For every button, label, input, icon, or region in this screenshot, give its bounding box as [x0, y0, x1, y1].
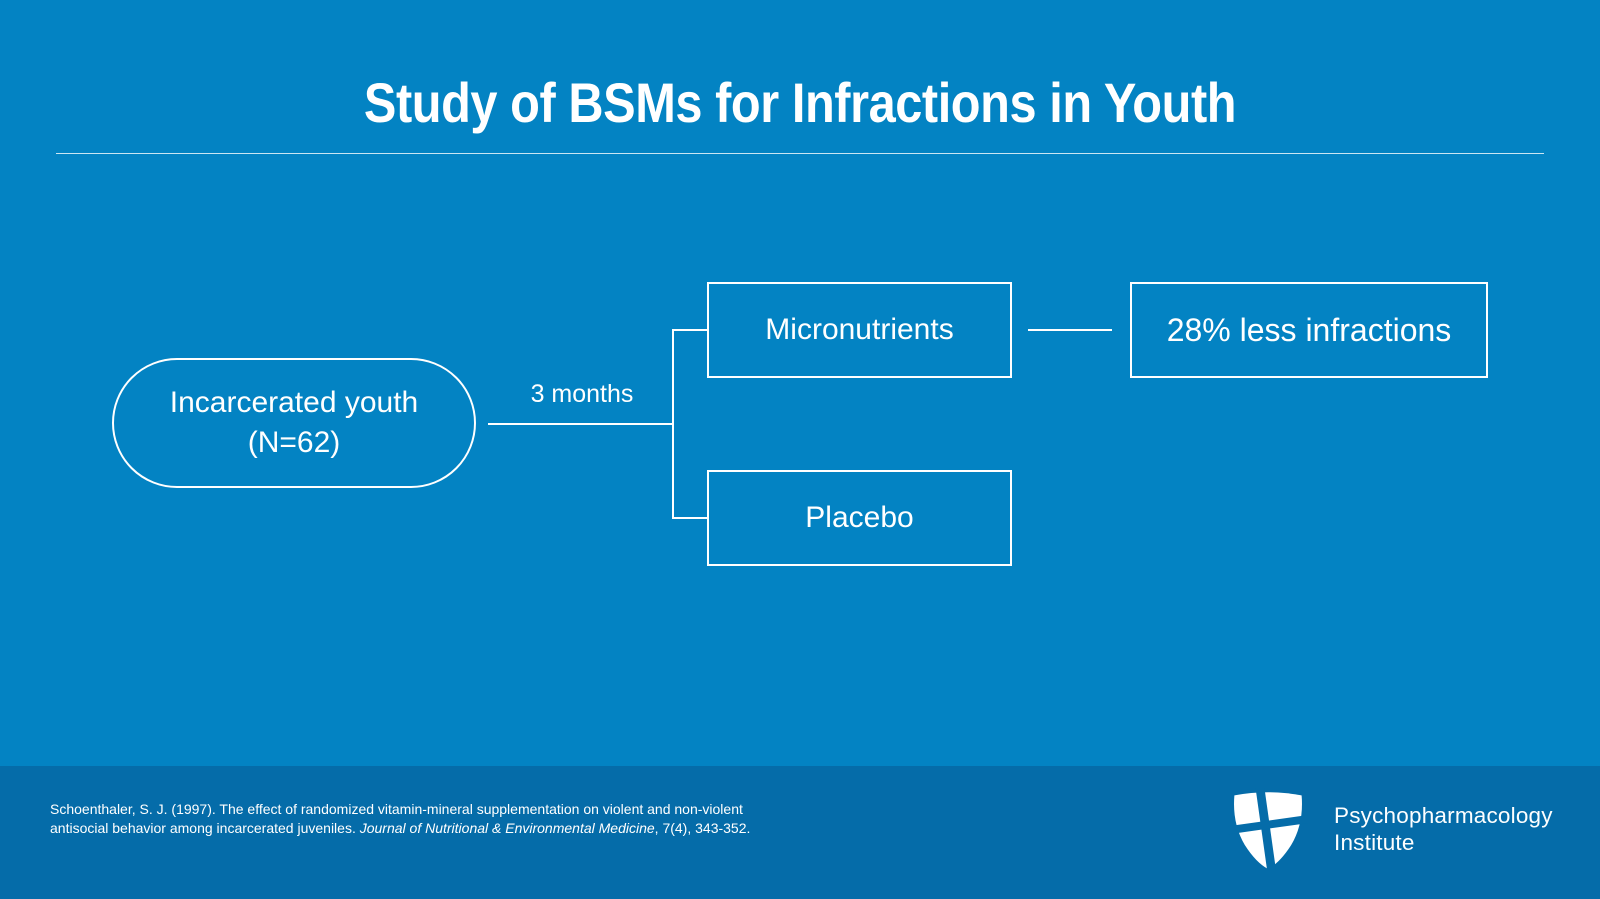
duration-label: 3 months [530, 380, 634, 408]
population-line2: (N=62) [247, 426, 341, 459]
logo-name-line1: Psychopharmacology [1334, 803, 1553, 828]
shield-cross-icon [1228, 788, 1308, 870]
citation-line1: Schoenthaler, S. J. (1997). The effect o… [50, 801, 743, 817]
connector-main-line [488, 423, 674, 425]
citation-line2-pre: antisocial behavior among incarcerated j… [50, 819, 360, 836]
citation-line2: antisocial behavior among incarcerated j… [50, 819, 750, 838]
logo: Psychopharmacology Institute [1228, 788, 1553, 870]
citation-line2-post: , 7(4), 343-352. [654, 819, 751, 836]
citation: Schoenthaler, S. J. (1997). The effect o… [50, 800, 750, 837]
placebo-box: Placebo [707, 470, 1012, 566]
slide-title: Study of BSMs for Infractions in Youth [363, 71, 1237, 134]
study-population-node: Incarcerated youth (N=62) [112, 358, 476, 488]
outcome-box: 28% less infractions [1130, 282, 1488, 378]
micronutrients-box: Micronutrients [707, 282, 1012, 378]
outcome-label: 28% less infractions [1166, 311, 1452, 348]
bracket-top-stub [672, 329, 707, 331]
micronutrients-label: Micronutrients [765, 313, 954, 346]
citation-journal-name: Journal of Nutritional & Environmental M… [359, 819, 655, 836]
placebo-label: Placebo [805, 501, 914, 534]
logo-text: Psychopharmacology Institute [1334, 802, 1553, 856]
population-line1: Incarcerated youth [169, 386, 419, 419]
bracket-vertical-line [672, 329, 674, 519]
logo-name-line2: Institute [1334, 830, 1415, 855]
footer-bar: Schoenthaler, S. J. (1997). The effect o… [0, 766, 1600, 899]
bracket-bottom-stub [672, 517, 707, 519]
outcome-connector-line [1028, 329, 1112, 331]
title-divider [56, 153, 1544, 154]
